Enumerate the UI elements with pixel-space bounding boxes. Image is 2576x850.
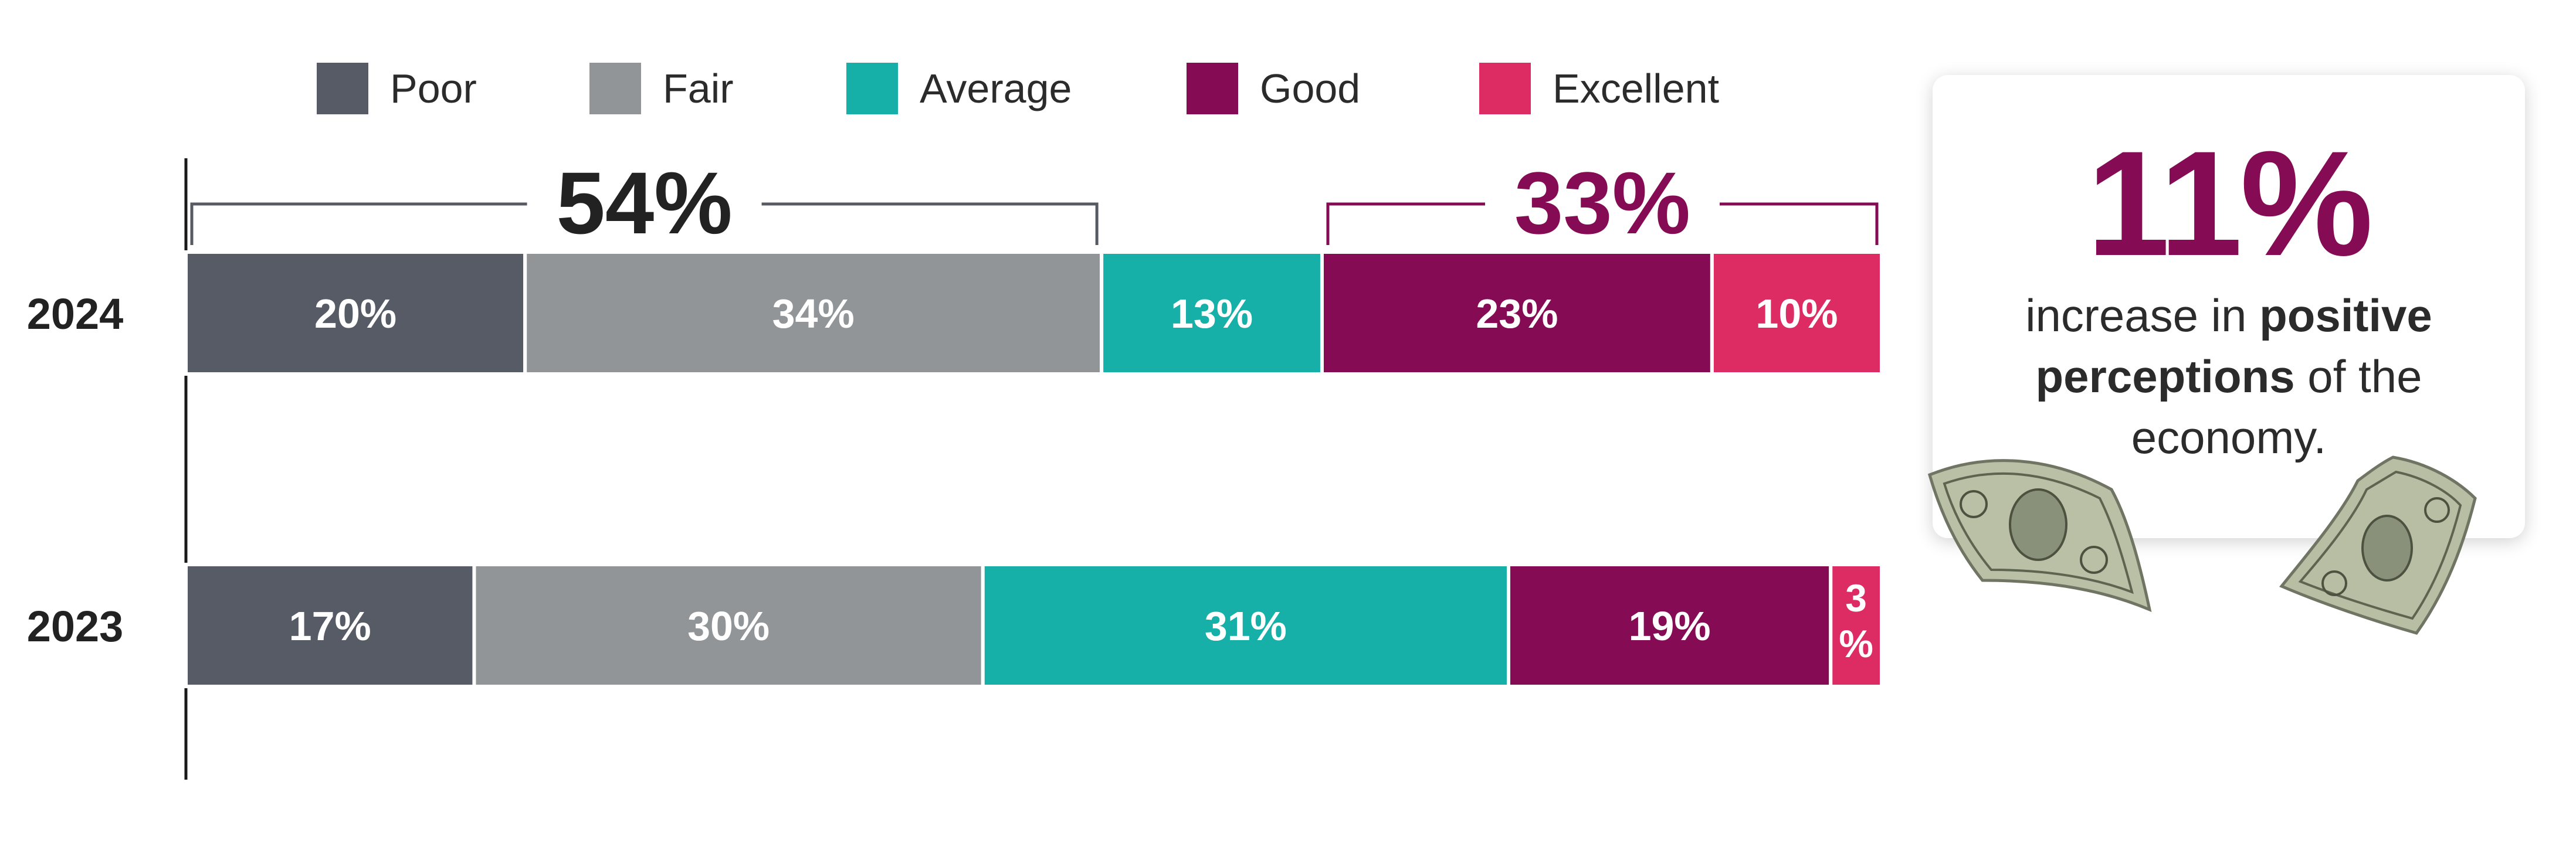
callout-text-bold: positive perceptions <box>2035 290 2432 402</box>
bracket-right-0 <box>761 202 1099 245</box>
legend-label-average: Average <box>920 66 1072 111</box>
bars: 20% 34% 13% 23% 10% 17% 30% 31% 19% 3% <box>184 250 1884 688</box>
data-label-2023-good: 19% <box>1629 603 1711 649</box>
data-label-2023-poor: 17% <box>289 603 371 649</box>
legend: Poor Fair Average Good Excellent <box>317 63 1719 114</box>
data-label-2024-average: 13% <box>1171 291 1253 336</box>
bar-2024-excellent <box>1710 250 1883 376</box>
data-label-2024-good: 23% <box>1476 291 1558 336</box>
callout-text-post: of the economy. <box>2131 351 2422 463</box>
legend-swatch-excellent <box>1479 63 1531 114</box>
callout-text: increase in positive perceptions of the … <box>1950 285 2507 468</box>
dollar-bill-icon <box>1927 459 2152 613</box>
bracket-annotations: 54% 33% <box>190 154 1879 252</box>
bracket-label-0: 54% <box>556 154 732 252</box>
legend-swatch-fair <box>589 63 641 114</box>
data-label-2023-fair: 30% <box>687 603 770 649</box>
bar-2023-fair <box>472 563 985 688</box>
legend-label-poor: Poor <box>390 66 477 111</box>
legend-label-fair: Fair <box>663 66 734 111</box>
data-label-2024-excellent: 10% <box>1755 291 1838 336</box>
callout-value: 11% <box>2086 120 2373 287</box>
legend-swatch-poor <box>317 63 368 114</box>
bar-2023-average <box>981 563 1510 688</box>
data-label-2024-fair: 34% <box>772 291 855 336</box>
bracket-left-1 <box>1326 202 1485 245</box>
category-label-2024: 2024 <box>27 290 124 338</box>
legend-label-good: Good <box>1260 66 1360 111</box>
bracket-left-0 <box>190 202 527 245</box>
legend-label-excellent: Excellent <box>1553 66 1719 111</box>
bar-2023-excellent <box>1829 563 1884 688</box>
dollar-bill-icon <box>2279 455 2477 635</box>
bracket-right-1 <box>1719 202 1879 245</box>
bar-2024-good <box>1320 250 1714 376</box>
data-label-2023-excellent: 3% <box>1839 576 1873 665</box>
bar-2024-average <box>1100 250 1324 376</box>
callout-text-pre: increase in <box>2025 290 2260 341</box>
bracket-label-1: 33% <box>1514 154 1690 252</box>
data-label-2024-poor: 20% <box>314 291 396 336</box>
data-label-2023-average: 31% <box>1205 603 1287 649</box>
bar-2023-poor <box>184 563 476 688</box>
category-labels: 2024 2023 <box>27 290 124 651</box>
callout-card <box>1933 75 2525 538</box>
bar-2024-fair <box>523 250 1104 376</box>
legend-swatch-average <box>846 63 898 114</box>
bar-2024-poor <box>184 250 527 376</box>
legend-swatch-good <box>1187 63 1238 114</box>
category-label-2023: 2023 <box>27 602 124 651</box>
